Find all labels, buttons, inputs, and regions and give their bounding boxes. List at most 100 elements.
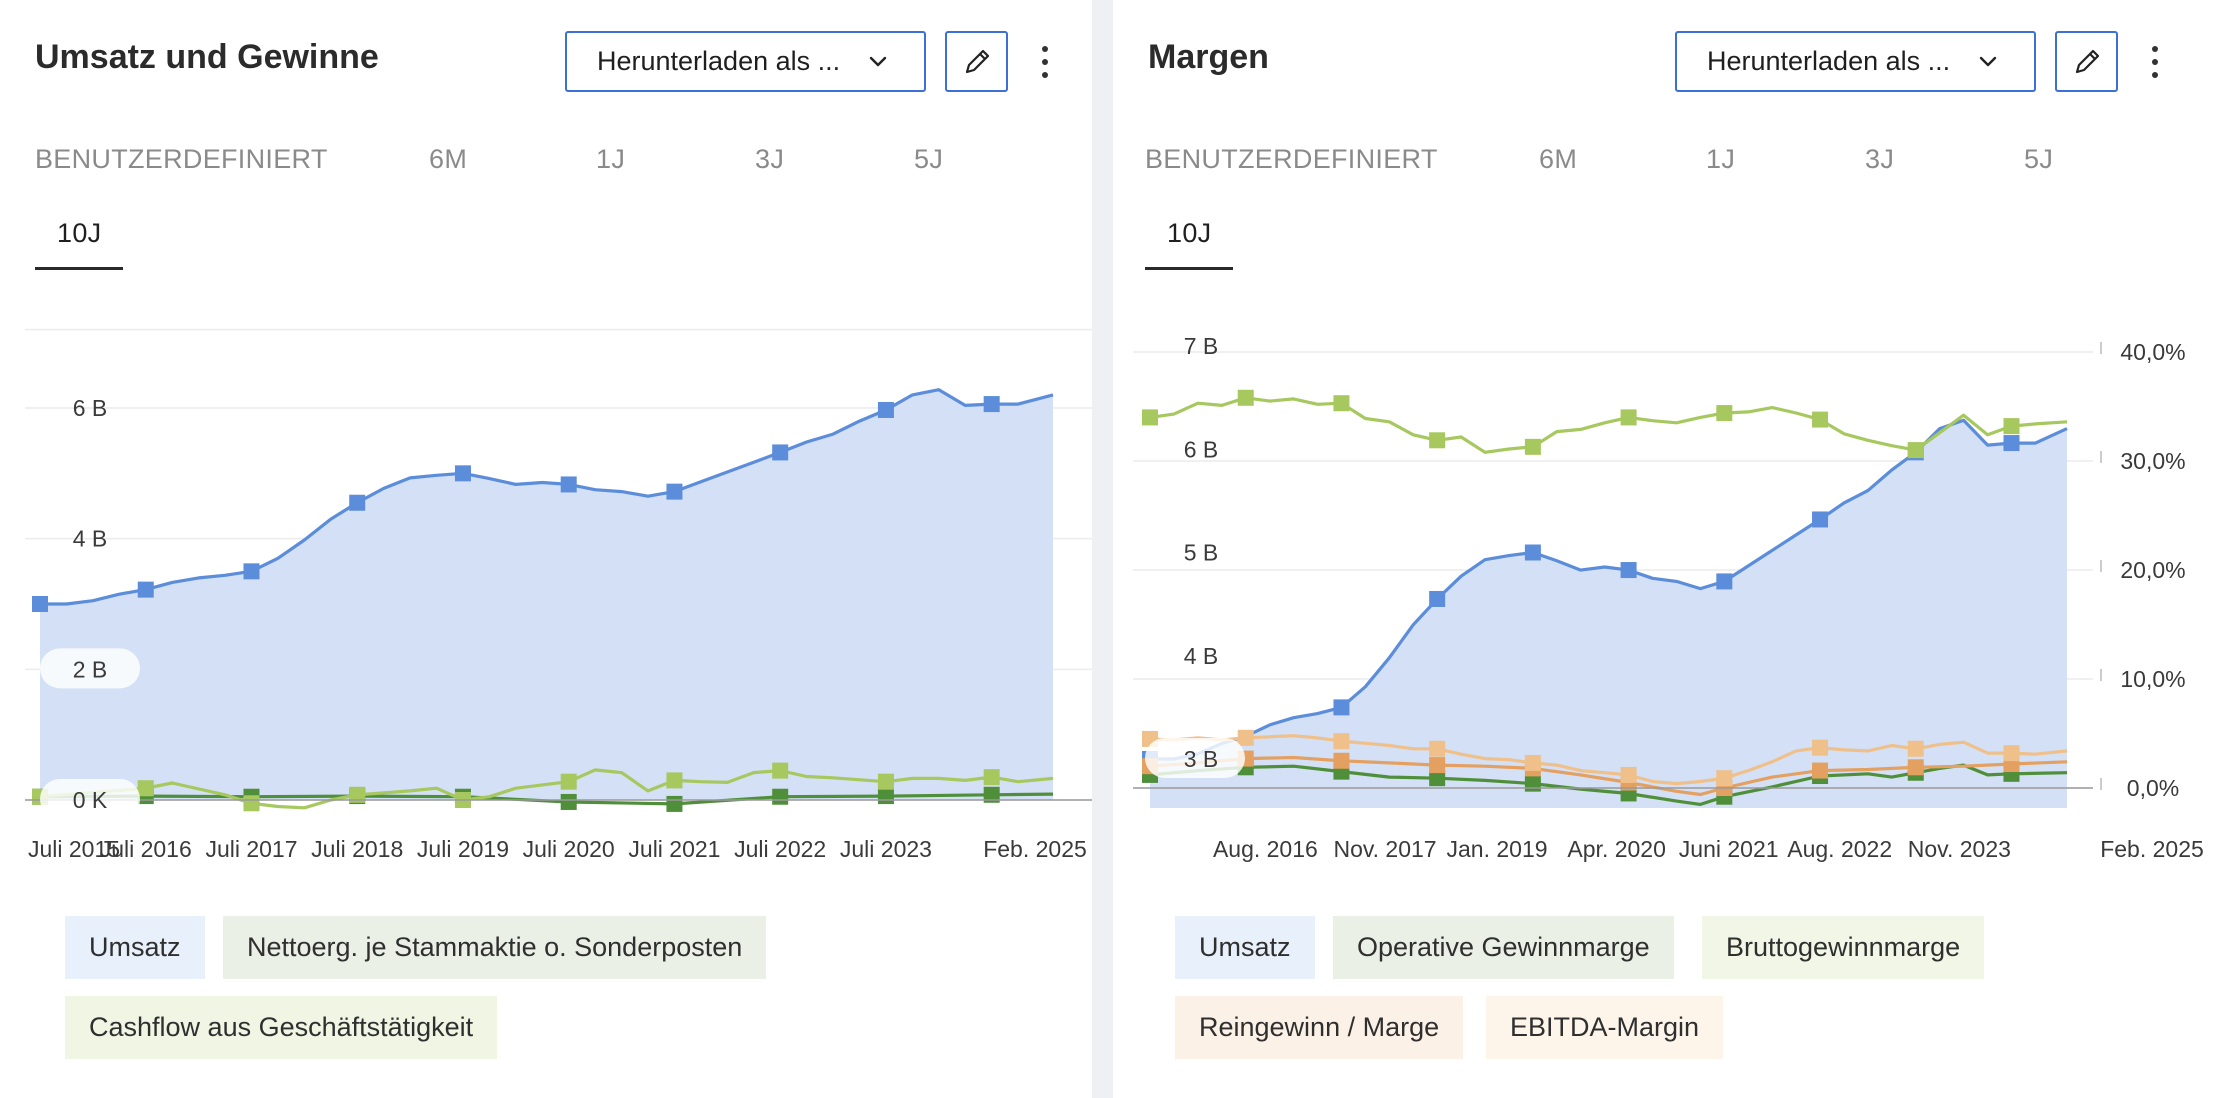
legend-net-income[interactable]: Nettoerg. je Stammaktie o. Sonderposten <box>223 916 767 979</box>
more-options-icon[interactable] <box>1038 46 1052 78</box>
series-marker <box>1524 438 1541 455</box>
range-10y[interactable]: 10J <box>57 218 102 248</box>
range-5y[interactable]: 5J <box>2024 144 2054 174</box>
series-marker <box>877 773 894 790</box>
series-marker <box>560 476 577 493</box>
x-tick-label: Aug. 2016 <box>1213 836 1318 862</box>
series-marker <box>1142 409 1158 426</box>
series-marker <box>666 772 683 789</box>
y-right-tick-label: 10,0% <box>2120 666 2185 692</box>
edit-button[interactable] <box>2055 31 2118 92</box>
x-tick-label: Juli 2022 <box>734 836 826 862</box>
series-marker <box>1907 442 1924 459</box>
series-marker <box>1524 775 1541 792</box>
series-marker <box>1524 754 1541 771</box>
range-3y[interactable]: 3J <box>1865 144 1895 174</box>
series-marker <box>1812 411 1829 428</box>
legend-ebitda-margin[interactable]: EBITDA-Margin <box>1486 996 1724 1059</box>
series-marker <box>983 786 1000 803</box>
series-marker <box>560 793 577 810</box>
range-10y[interactable]: 10J <box>1167 218 1212 248</box>
series-marker <box>1333 752 1350 769</box>
series-marker <box>1716 770 1733 787</box>
series-marker <box>32 596 48 612</box>
series-marker <box>666 795 683 812</box>
series-marker <box>1237 389 1254 406</box>
series-marker <box>1429 590 1446 607</box>
edit-button[interactable] <box>945 31 1008 92</box>
range-3y[interactable]: 3J <box>755 144 785 174</box>
x-tick-label: Juli 2020 <box>523 836 615 862</box>
y-label-pill <box>40 779 140 819</box>
series-marker <box>1237 729 1254 746</box>
series-marker <box>1812 762 1829 779</box>
download-as-dropdown[interactable]: Herunterladen als ... <box>1675 31 2036 92</box>
legend-operating-margin[interactable]: Operative Gewinnmarge <box>1333 916 1674 979</box>
range-5y[interactable]: 5J <box>914 144 944 174</box>
series-marker <box>349 786 366 803</box>
x-tick-label: Feb. 2025 <box>983 836 1087 862</box>
legend-cashflow[interactable]: Cashflow aus Geschäftstätigkeit <box>65 996 498 1059</box>
download-as-dropdown[interactable]: Herunterladen als ... <box>565 31 926 92</box>
series-marker <box>772 788 789 805</box>
y-tick-label: 5 B <box>1184 540 1219 566</box>
x-tick-label: Apr. 2020 <box>1567 836 1665 862</box>
range-6m[interactable]: 6M <box>1539 144 1578 174</box>
series-marker <box>2003 745 2020 762</box>
legend-net-margin[interactable]: Reingewinn / Marge <box>1175 996 1464 1059</box>
series-marker <box>983 396 1000 413</box>
download-label: Herunterladen als ... <box>597 46 841 76</box>
y-right-tick-label: 20,0% <box>2120 557 2185 583</box>
series-marker <box>454 465 471 482</box>
y-right-tick-label: 0,0% <box>2127 775 2179 801</box>
legend-gross-margin[interactable]: Bruttogewinnmarge <box>1702 916 1985 979</box>
series-marker <box>772 762 789 779</box>
series-marker <box>1812 739 1829 756</box>
more-options-icon[interactable] <box>2148 46 2162 78</box>
series-marker <box>877 788 894 805</box>
series-marker <box>349 494 366 511</box>
panel-title: Umsatz und Gewinne <box>35 38 379 76</box>
chevron-down-icon <box>869 56 887 67</box>
series-marker <box>1716 573 1733 590</box>
x-tick-label: Juli 2017 <box>205 836 297 862</box>
series-marker <box>1620 409 1637 426</box>
series-marker <box>1429 770 1446 787</box>
y-tick-label: 4 B <box>73 526 108 552</box>
margins-chart: 3 B 4 B 5 B 6 B 7 B 0,0% 10,0% 20,0% 30,0% 40,0% A… <box>1133 333 2204 862</box>
chevron-down-icon <box>1979 56 1997 67</box>
range-1y[interactable]: 1J <box>596 144 626 174</box>
series-line <box>39 768 1054 810</box>
legend-revenue[interactable]: Umsatz <box>1175 916 1315 979</box>
y-tick-label: 7 B <box>1184 333 1219 359</box>
range-custom[interactable]: BENUTZERDEFINIERT <box>35 144 328 174</box>
range-1y[interactable]: 1J <box>1706 144 1736 174</box>
series-marker <box>243 795 260 812</box>
series-marker <box>877 401 894 418</box>
y-tick-label: 4 B <box>1184 643 1219 669</box>
range-6m[interactable]: 6M <box>429 144 468 174</box>
y-tick-label: 6 B <box>73 395 108 421</box>
pencil-icon <box>2075 49 2099 73</box>
series-marker <box>1716 405 1733 422</box>
x-tick-label: Juli 2016 <box>100 836 192 862</box>
x-tick-label: Nov. 2023 <box>1908 836 2011 862</box>
download-label: Herunterladen als ... <box>1707 46 1951 76</box>
legend-revenue[interactable]: Umsatz <box>65 916 205 979</box>
series-marker <box>1333 733 1350 750</box>
series-marker <box>1812 511 1829 528</box>
series-marker <box>2003 435 2020 452</box>
series-marker <box>243 563 260 580</box>
x-tick-label: Jan. 2019 <box>1447 836 1548 862</box>
y-tick-label: 6 B <box>1184 436 1219 462</box>
series-marker <box>1429 757 1446 774</box>
x-tick-label: Aug. 2022 <box>1787 836 1892 862</box>
range-custom[interactable]: BENUTZERDEFINIERT <box>1145 144 1438 174</box>
series-marker <box>1429 740 1446 757</box>
series-marker <box>1907 759 1924 776</box>
series-marker <box>2003 418 2020 435</box>
y-label-pill <box>1145 738 1245 778</box>
pencil-icon <box>965 49 989 73</box>
x-tick-label: Juli 2015 <box>28 836 120 862</box>
